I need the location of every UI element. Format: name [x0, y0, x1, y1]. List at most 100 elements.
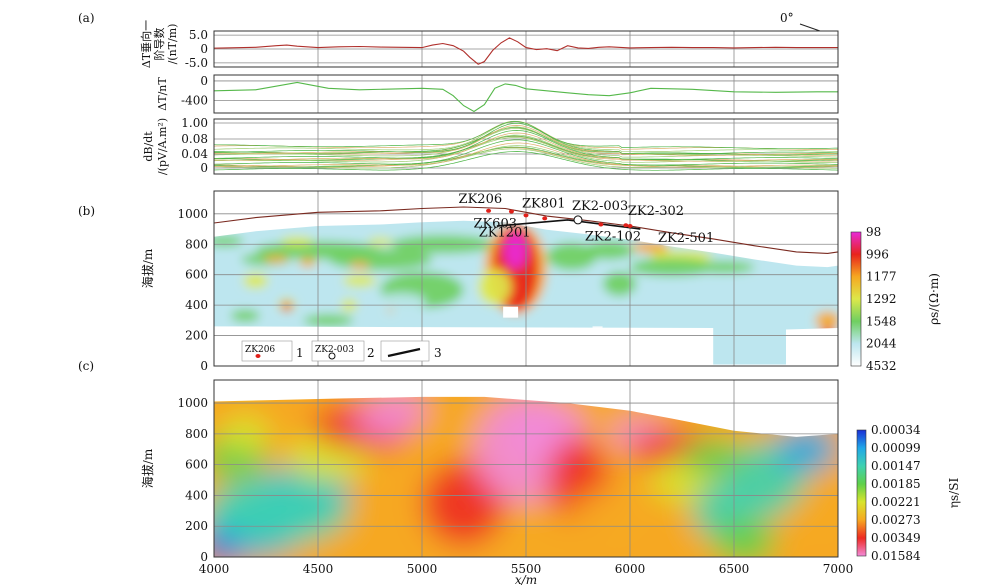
b-contour-blob — [214, 235, 244, 247]
c-xtick-label: 4000 — [199, 562, 230, 576]
b-contour-blob — [692, 261, 755, 274]
c-xlabel: x/m — [515, 573, 537, 587]
c-contour-blob — [775, 426, 838, 473]
a2-ytick-label: 0 — [200, 74, 208, 88]
b-colorbar-tick-label: 1177 — [866, 270, 897, 284]
b-colorbar-tick-label: 1292 — [866, 292, 897, 306]
c-ytick-label: 0 — [200, 550, 208, 564]
c-colorbar-tick-label: 0.00221 — [871, 495, 921, 509]
b-contour-blob — [367, 237, 393, 246]
a1-ytick-label: -5.0 — [185, 56, 208, 70]
a3-ytick-label: 0.08 — [181, 132, 208, 146]
c-colorbar-label: ηs/SI — [947, 478, 961, 509]
b-colorbar-tick-label: 1548 — [866, 314, 897, 328]
b-notch — [503, 306, 519, 318]
b-borehole-marker — [598, 222, 604, 227]
b-symbol-legend: ZK206 1 ZK2-003 2 3 — [241, 340, 442, 362]
b-colorbar-tick-label: 2044 — [866, 337, 897, 351]
a3-ytick-label: 0 — [200, 161, 208, 175]
b-contour-blob — [243, 273, 269, 289]
c-contour-blob — [494, 523, 599, 557]
b-ytick-label: 200 — [185, 329, 208, 343]
a1-ylabel-line: ΔT垂向一 — [139, 20, 153, 68]
panel-label-a: (a) — [78, 11, 95, 25]
legend-drill-icon — [255, 354, 261, 358]
b-ytick-label: 600 — [185, 268, 208, 282]
b-contour-blob — [376, 292, 427, 312]
direction-indicator: 0° — [758, 11, 821, 32]
c-colorbar-tick-label: 0.00147 — [871, 459, 921, 473]
b-borehole-label: ZK2-302 — [628, 204, 684, 219]
a3-channel-curve — [214, 146, 838, 168]
b-borehole-label: ZK2-003 — [572, 199, 628, 214]
c-colorbar — [856, 429, 867, 557]
b-ytick-label: 400 — [185, 298, 208, 312]
c-xtick-label: 4500 — [303, 562, 334, 576]
b-contour-blob — [504, 232, 528, 269]
legend-orebody-icon — [387, 347, 421, 358]
direction-arrowhead-icon — [799, 23, 821, 32]
b-borehole-marker — [508, 209, 514, 214]
b-contour-blob — [263, 255, 289, 264]
a3-channel-curve — [214, 132, 839, 162]
b-contour-blob — [349, 261, 370, 270]
a2-ylabel: ΔT/nT — [156, 77, 169, 111]
panel-label-c: (c) — [78, 359, 94, 373]
b-ytick-label: 0 — [200, 359, 208, 373]
c-contour-blob — [214, 476, 350, 545]
c-colorbar-tick-label: 0.00099 — [871, 441, 921, 455]
c-colorbar-tick-label: 0.01584 — [871, 549, 921, 563]
b-colorbar-tick-label: 98 — [866, 225, 881, 239]
b-borehole-label: ZK206 — [459, 192, 503, 207]
panel-a2-delta-t: 0 -400 ΔT/nT — [156, 74, 839, 114]
legend-box-3 — [380, 340, 430, 362]
c-colorbar-tick-label: 0.00349 — [871, 531, 921, 545]
a2-frame — [213, 74, 839, 114]
panel-a1-vertical-derivative: 5.00-5.0 ΔT垂向一 阶导数/(nT/m) — [139, 20, 839, 70]
a1-ylabel-line: 阶导数 — [152, 28, 166, 61]
a3-channel-curve — [213, 134, 838, 162]
a1-ylabel-line: /(nT/m) — [166, 24, 179, 65]
c-ytick-label: 600 — [185, 458, 208, 472]
b-contour-blob — [299, 257, 316, 268]
b-borehole-marker — [486, 208, 492, 213]
b-borehole-label: ZK801 — [522, 196, 566, 211]
legend-label-1: ZK206 — [245, 345, 275, 355]
c-ytick-label: 200 — [185, 519, 208, 533]
b-contour-blob — [602, 271, 637, 296]
b-contour-blob — [303, 314, 354, 327]
a3-channel-curve — [214, 122, 839, 155]
c-colorbar-tick-label: 0.00273 — [871, 513, 921, 527]
a3-channel-curve — [214, 130, 839, 160]
c-xtick-label: 5000 — [407, 562, 438, 576]
a3-channel-curve — [213, 151, 839, 171]
a1-ytick-label: 0 — [200, 42, 208, 56]
b-contour-blob — [230, 309, 260, 322]
direction-label: 0° — [780, 11, 794, 25]
c-xtick-label: 7000 — [823, 562, 854, 576]
b-contour-blob — [342, 274, 377, 287]
legend-number-2: 2 — [367, 346, 375, 360]
a1-frame — [213, 30, 839, 68]
b-borehole-marker — [627, 224, 633, 228]
b-contour-blob — [630, 257, 714, 277]
c-xtick-label: 6500 — [719, 562, 750, 576]
a3-ylabel-line: /(pV/A.m²) — [156, 118, 169, 175]
c-contour-blob — [682, 438, 745, 476]
a3-channel-curve — [213, 125, 838, 156]
a3-channel-curve — [213, 121, 838, 150]
b-frame — [213, 190, 839, 367]
c-contour-blob — [786, 490, 838, 547]
a3-channel-curve — [213, 139, 838, 166]
b-contour-blob — [546, 242, 597, 271]
c-ylabel: 海拔/m — [140, 448, 155, 488]
a2-series-line — [213, 81, 838, 113]
panel-label-b: (b) — [78, 204, 95, 218]
c-ytick-label: 400 — [185, 488, 208, 502]
b-colorbar — [850, 231, 862, 367]
c-xtick-label: 6000 — [615, 562, 646, 576]
a3-ytick-label: 0.04 — [181, 147, 208, 161]
a1-series-line — [213, 37, 838, 65]
